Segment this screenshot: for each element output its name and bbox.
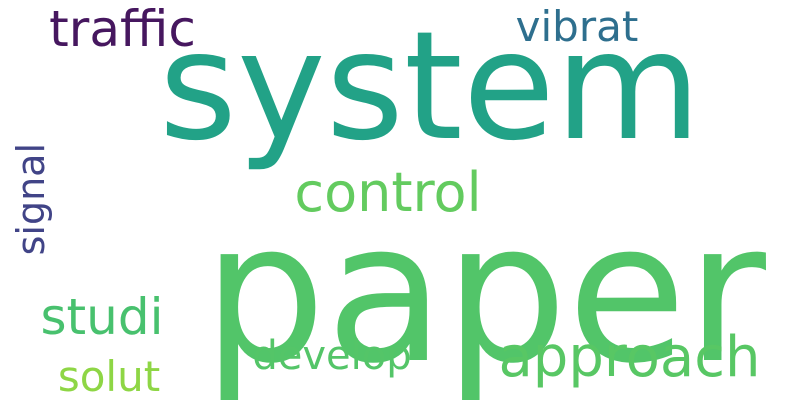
word-studi: studi	[40, 288, 164, 346]
word-system: system	[158, 0, 702, 174]
word-control: control	[294, 161, 482, 224]
word-signal: signal	[9, 142, 53, 256]
word-solut: solut	[57, 352, 161, 400]
word-develop: develop	[252, 333, 412, 379]
word-vibrat: vibrat	[515, 2, 639, 51]
word-traffic: traffic	[49, 0, 196, 58]
word-paper: paper	[203, 180, 766, 400]
word-approach: approach	[498, 325, 761, 390]
